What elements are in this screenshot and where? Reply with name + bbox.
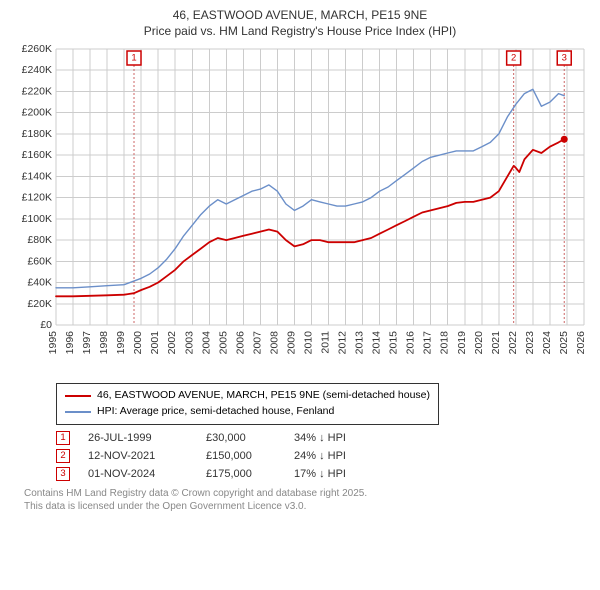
svg-text:1995: 1995 xyxy=(47,331,59,355)
svg-text:3: 3 xyxy=(562,53,567,64)
transaction-pct: 24% ↓ HPI xyxy=(294,450,384,462)
svg-text:2009: 2009 xyxy=(285,331,297,355)
legend-swatch xyxy=(65,395,91,397)
table-row: 2 12-NOV-2021 £150,000 24% ↓ HPI xyxy=(56,449,588,463)
table-row: 1 26-JUL-1999 £30,000 34% ↓ HPI xyxy=(56,431,588,445)
svg-text:2021: 2021 xyxy=(490,331,502,355)
legend-item: 46, EASTWOOD AVENUE, MARCH, PE15 9NE (se… xyxy=(65,388,430,404)
svg-text:£200K: £200K xyxy=(22,107,52,119)
title-line-2: Price paid vs. HM Land Registry's House … xyxy=(12,24,588,40)
svg-text:£240K: £240K xyxy=(22,64,52,76)
svg-text:£100K: £100K xyxy=(22,213,52,225)
transaction-table: 1 26-JUL-1999 £30,000 34% ↓ HPI 2 12-NOV… xyxy=(56,431,588,481)
footer-attribution: Contains HM Land Registry data © Crown c… xyxy=(24,487,588,513)
svg-text:2006: 2006 xyxy=(234,331,246,355)
svg-text:£60K: £60K xyxy=(27,255,52,267)
transaction-pct: 34% ↓ HPI xyxy=(294,432,384,444)
svg-text:£180K: £180K xyxy=(22,128,52,140)
svg-text:£40K: £40K xyxy=(27,277,52,289)
marker-badge: 3 xyxy=(56,467,70,481)
svg-text:2026: 2026 xyxy=(575,331,587,355)
legend-item: HPI: Average price, semi-detached house,… xyxy=(65,404,430,420)
transaction-date: 26-JUL-1999 xyxy=(88,432,188,444)
svg-text:2017: 2017 xyxy=(422,331,434,355)
svg-text:£0: £0 xyxy=(40,319,52,331)
svg-text:2001: 2001 xyxy=(149,331,161,355)
svg-text:2019: 2019 xyxy=(456,331,468,355)
svg-text:2007: 2007 xyxy=(251,331,263,355)
svg-text:2005: 2005 xyxy=(217,331,229,355)
svg-text:2023: 2023 xyxy=(524,331,536,355)
svg-text:2008: 2008 xyxy=(268,331,280,355)
svg-text:2014: 2014 xyxy=(371,331,383,355)
chart-container: 46, EASTWOOD AVENUE, MARCH, PE15 9NE Pri… xyxy=(0,0,600,590)
svg-text:£260K: £260K xyxy=(22,45,52,55)
svg-text:£160K: £160K xyxy=(22,149,52,161)
legend-label: HPI: Average price, semi-detached house,… xyxy=(97,404,334,420)
svg-text:2018: 2018 xyxy=(439,331,451,355)
svg-text:1999: 1999 xyxy=(115,331,127,355)
svg-text:2016: 2016 xyxy=(405,331,417,355)
footer-line-2: This data is licensed under the Open Gov… xyxy=(24,500,588,513)
svg-text:2003: 2003 xyxy=(183,331,195,355)
svg-text:£140K: £140K xyxy=(22,171,52,183)
svg-text:2004: 2004 xyxy=(200,331,212,355)
transaction-date: 01-NOV-2024 xyxy=(88,468,188,480)
svg-text:2011: 2011 xyxy=(320,331,332,354)
marker-badge: 1 xyxy=(56,431,70,445)
svg-text:1996: 1996 xyxy=(64,331,76,355)
title-line-1: 46, EASTWOOD AVENUE, MARCH, PE15 9NE xyxy=(12,8,588,24)
svg-text:2010: 2010 xyxy=(302,331,314,355)
svg-text:2002: 2002 xyxy=(166,331,178,355)
svg-text:2: 2 xyxy=(511,53,516,64)
svg-text:2000: 2000 xyxy=(132,331,144,355)
svg-text:2022: 2022 xyxy=(507,331,519,355)
transaction-price: £150,000 xyxy=(206,450,276,462)
footer-line-1: Contains HM Land Registry data © Crown c… xyxy=(24,487,588,500)
svg-text:1998: 1998 xyxy=(98,331,110,355)
transaction-pct: 17% ↓ HPI xyxy=(294,468,384,480)
transaction-date: 12-NOV-2021 xyxy=(88,450,188,462)
legend-swatch xyxy=(65,411,91,413)
transaction-price: £30,000 xyxy=(206,432,276,444)
svg-text:£120K: £120K xyxy=(22,192,52,204)
svg-text:2025: 2025 xyxy=(558,331,570,355)
chart-plot-area: £0 £20K £40K £60K £80K £100K £120K £140K £160K £1… xyxy=(12,45,588,375)
transaction-price: £175,000 xyxy=(206,468,276,480)
svg-text:£80K: £80K xyxy=(27,234,52,246)
svg-text:2012: 2012 xyxy=(337,331,349,355)
table-row: 3 01-NOV-2024 £175,000 17% ↓ HPI xyxy=(56,467,588,481)
svg-text:2015: 2015 xyxy=(388,331,400,355)
svg-text:2024: 2024 xyxy=(541,331,553,355)
chart-title: 46, EASTWOOD AVENUE, MARCH, PE15 9NE Pri… xyxy=(12,8,588,39)
svg-text:2013: 2013 xyxy=(354,331,366,355)
svg-text:1997: 1997 xyxy=(81,331,93,355)
chart-svg: £0 £20K £40K £60K £80K £100K £120K £140K £160K £1… xyxy=(12,45,588,375)
svg-text:£20K: £20K xyxy=(27,298,52,310)
chart-legend: 46, EASTWOOD AVENUE, MARCH, PE15 9NE (se… xyxy=(56,383,439,425)
legend-label: 46, EASTWOOD AVENUE, MARCH, PE15 9NE (se… xyxy=(97,388,430,404)
svg-text:2020: 2020 xyxy=(473,331,485,355)
svg-text:£220K: £220K xyxy=(22,86,52,98)
svg-text:1: 1 xyxy=(131,53,136,64)
marker-badge: 2 xyxy=(56,449,70,463)
